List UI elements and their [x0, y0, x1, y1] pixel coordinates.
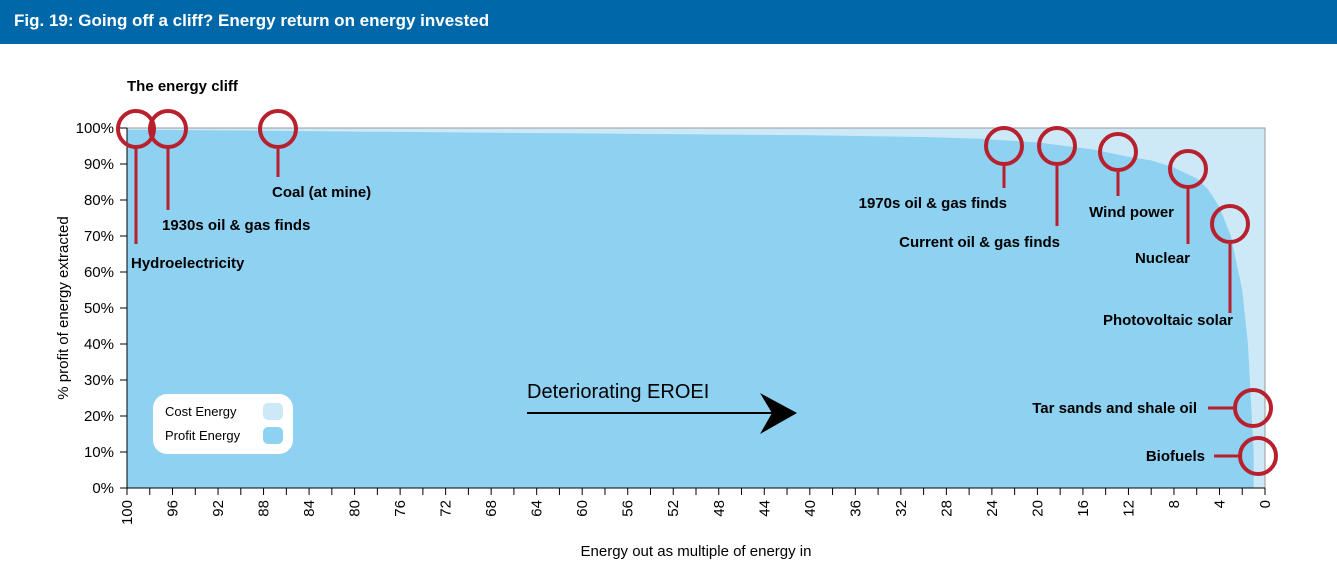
- x-tick-label: 52: [665, 500, 682, 517]
- annotation-marker: [1210, 204, 1250, 244]
- annotation-label: 1970s oil & gas finds: [859, 195, 1007, 212]
- annotation-label: Coal (at mine): [272, 184, 371, 201]
- annotation-label: Nuclear: [1135, 250, 1190, 267]
- x-tick-label: 56: [620, 500, 637, 517]
- x-tick-label: 80: [347, 500, 364, 517]
- chart-title: The energy cliff: [127, 78, 239, 95]
- annotation-marker: [1238, 436, 1278, 476]
- x-tick-label: 28: [938, 500, 955, 517]
- x-tick-label: 76: [392, 500, 409, 517]
- x-tick-label: 72: [438, 500, 455, 517]
- annotation-marker: [1233, 388, 1273, 428]
- legend-swatch-cost: [263, 403, 283, 420]
- x-tick-label: 60: [574, 500, 591, 517]
- x-tick-label: 32: [893, 500, 910, 517]
- x-tick-label: 68: [483, 500, 500, 517]
- x-tick-label: 40: [802, 500, 819, 517]
- y-tick-label: 70%: [84, 228, 114, 245]
- annotation-marker: [258, 109, 298, 149]
- x-tick-label: 92: [210, 500, 227, 517]
- y-tick-label: 0%: [92, 480, 114, 497]
- y-tick-label: 20%: [84, 408, 114, 425]
- x-tick-label: 48: [711, 500, 728, 517]
- y-tick-label: 60%: [84, 264, 114, 281]
- x-tick-label: 100: [119, 500, 136, 525]
- arrow-head: [760, 393, 797, 434]
- annotation-label: Wind power: [1089, 204, 1174, 221]
- arrow-label: Deteriorating EROEI: [527, 381, 709, 403]
- panel-background: [9, 44, 1327, 74]
- x-tick-label: 0: [1257, 500, 1274, 508]
- y-tick-label: 100%: [76, 120, 114, 137]
- y-tick-label: 30%: [84, 372, 114, 389]
- x-tick-label: 96: [165, 500, 182, 517]
- y-tick-label: 10%: [84, 444, 114, 461]
- x-tick-label: 4: [1211, 500, 1228, 508]
- figure-header: Fig. 19: Going off a cliff? Energy retur…: [0, 0, 1337, 44]
- annotation-label: Tar sands and shale oil: [1032, 400, 1197, 417]
- annotation-label: Current oil & gas finds: [899, 234, 1060, 251]
- annotation-label: Biofuels: [1146, 448, 1205, 465]
- annotation-marker: [148, 109, 188, 149]
- x-tick-label: 16: [1075, 500, 1092, 517]
- legend-label-cost: Cost Energy: [165, 404, 237, 419]
- annotation-label: 1930s oil & gas finds: [162, 217, 310, 234]
- annotation-marker: [116, 109, 156, 149]
- y-tick-label: 90%: [84, 156, 114, 173]
- x-tick-label: 88: [256, 500, 273, 517]
- x-tick-label: 8: [1166, 500, 1183, 508]
- legend-box: [153, 394, 293, 454]
- series-profit-energy: [127, 129, 1254, 489]
- x-tick-label: 36: [847, 500, 864, 517]
- legend-swatch-profit: [263, 427, 283, 444]
- annotation-marker: [1037, 126, 1077, 166]
- x-tick-label: 84: [301, 500, 318, 517]
- annotation-marker: [984, 126, 1024, 166]
- x-tick-label: 64: [529, 500, 546, 517]
- annotation-marker: [1168, 149, 1208, 189]
- annotation-label: Photovoltaic solar: [1103, 312, 1233, 329]
- y-tick-label: 40%: [84, 336, 114, 353]
- x-tick-label: 20: [1029, 500, 1046, 517]
- annotation-marker: [1098, 132, 1138, 172]
- x-tick-label: 24: [984, 500, 1001, 517]
- figure-title: Fig. 19: Going off a cliff? Energy retur…: [14, 11, 490, 30]
- y-axis-label: % profit of energy extracted: [55, 216, 72, 399]
- annotation-label: Hydroelectricity: [131, 255, 245, 272]
- legend-label-profit: Profit Energy: [165, 428, 241, 443]
- x-tick-label: 44: [756, 500, 773, 517]
- x-axis-label: Energy out as multiple of energy in: [581, 543, 812, 560]
- y-tick-label: 50%: [84, 300, 114, 317]
- x-tick-label: 12: [1120, 500, 1137, 517]
- y-tick-label: 80%: [84, 192, 114, 209]
